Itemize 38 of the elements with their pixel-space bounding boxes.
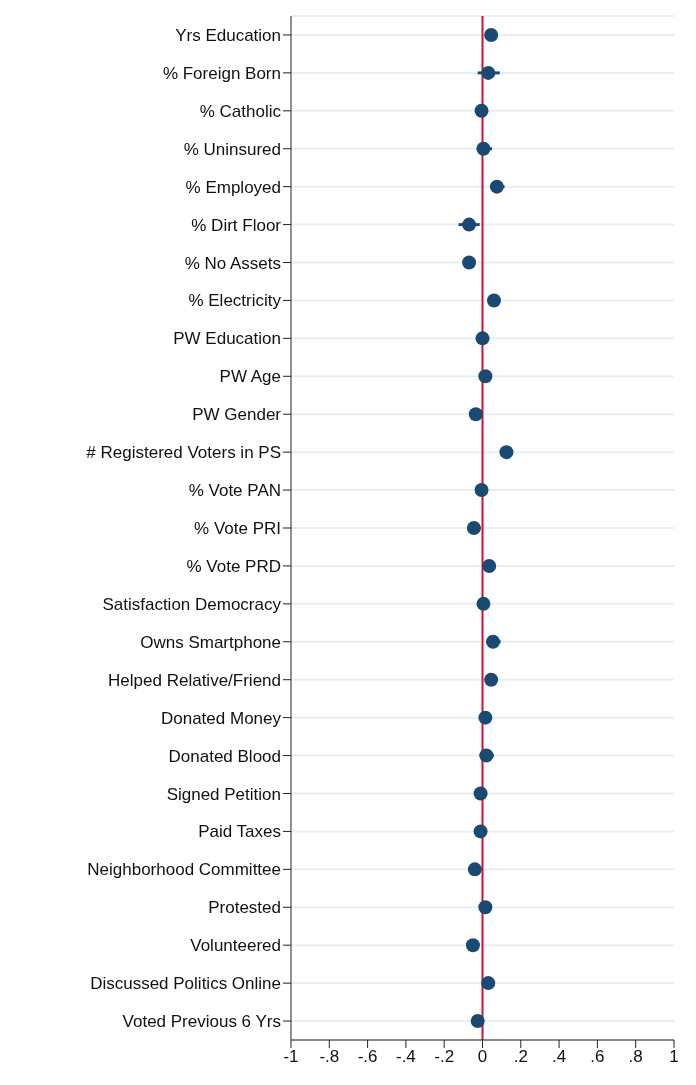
x-tick-label: -.4: [395, 1047, 416, 1067]
y-tick-label: % Electricity: [188, 291, 282, 311]
y-tick-label: # Registered Voters in PS: [86, 443, 281, 463]
x-tick-label: 1: [669, 1047, 679, 1067]
y-tick-label: % Vote PRI: [194, 519, 281, 539]
x-tick-label: .6: [590, 1047, 605, 1067]
y-tick-label: Donated Blood: [168, 746, 281, 766]
y-tick-label: Helped Relative/Friend: [108, 670, 281, 690]
y-tick-label: Satisfaction Democracy: [102, 594, 282, 614]
y-tick-label: Volunteered: [190, 936, 281, 956]
y-tick-label: % Uninsured: [183, 139, 281, 159]
y-tick-label: % Vote PRD: [186, 556, 281, 576]
y-tick-label: Discussed Politics Online: [90, 974, 281, 994]
y-tick-label: Protested: [208, 898, 281, 918]
y-tick-label: Yrs Education: [175, 26, 281, 45]
y-tick-label: Paid Taxes: [198, 822, 281, 842]
x-tick-label: -.8: [319, 1047, 340, 1067]
y-tick-label: % No Assets: [184, 253, 281, 273]
x-tick-label: .4: [552, 1047, 567, 1067]
y-tick-label: % Foreign Born: [162, 63, 281, 83]
x-tick-label: .8: [628, 1047, 643, 1067]
y-tick-label: Voted Previous 6 Yrs: [122, 1012, 281, 1032]
x-tick-label: -.6: [357, 1047, 378, 1067]
y-tick-label: % Catholic: [199, 101, 282, 121]
y-tick-label: Neighborhood Committee: [87, 860, 281, 880]
x-tick-label: 0: [477, 1047, 488, 1067]
y-tick-label: % Vote PAN: [188, 481, 281, 501]
y-tick-label: PW Age: [219, 367, 281, 387]
x-tick-label: -.2: [434, 1047, 455, 1067]
y-tick-label: % Dirt Floor: [191, 215, 282, 235]
y-tick-label: Owns Smartphone: [140, 632, 281, 652]
y-tick-label: % Employed: [185, 177, 281, 197]
y-tick-label: PW Gender: [192, 405, 282, 425]
y-tick-label: Signed Petition: [166, 784, 281, 804]
y-tick-label: PW Education: [173, 329, 281, 349]
x-tick-label: .2: [513, 1047, 528, 1067]
x-tick-label: -1: [283, 1047, 299, 1067]
y-tick-label: Donated Money: [160, 708, 282, 728]
